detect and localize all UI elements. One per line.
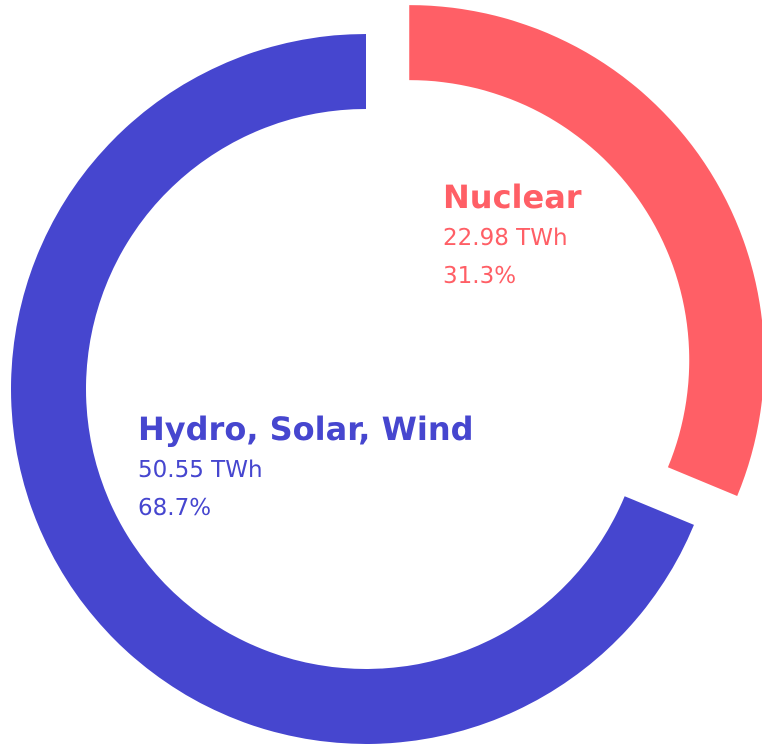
slice-label: Nuclear: [443, 178, 582, 216]
slice: [409, 5, 762, 497]
percent-label: 31.3%: [443, 263, 516, 289]
percent-label: 68.7%: [138, 495, 211, 521]
value-label: 22.98 TWh: [443, 225, 568, 251]
slice-label: Hydro, Solar, Wind: [138, 410, 474, 448]
value-label: 50.55 TWh: [138, 457, 263, 483]
